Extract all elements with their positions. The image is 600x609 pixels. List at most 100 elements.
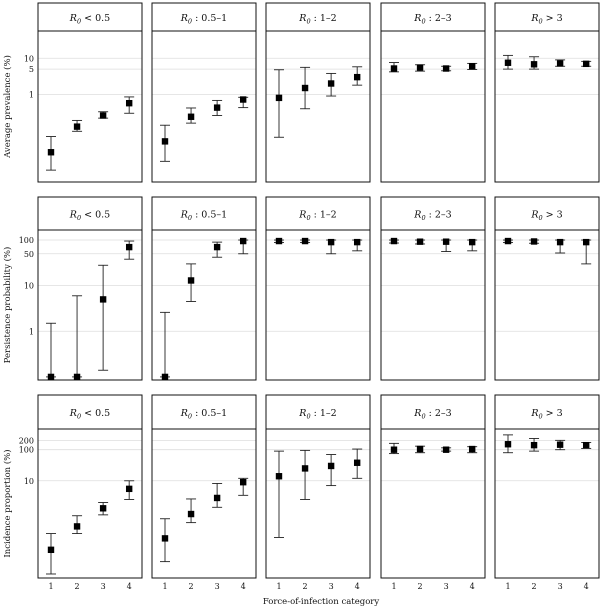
y-axis-label: Incidence proportion (%) [2,449,13,557]
panel-title: R0 : 2–3 [413,408,451,421]
panel-frame [494,2,600,183]
row-1: Average prevalence (%) 1 5 10 R0 < 0.5 R0 : 0… [2,2,600,183]
data-point [582,238,590,246]
panel-frame [151,2,257,183]
data-point [187,277,195,284]
data-point [99,112,107,119]
data-point [125,243,133,251]
data-point [327,238,335,246]
panel-r1-c2: R0 : 0.5–1 [151,2,257,183]
panel-r1-c3: R0 : 1–2 [265,2,371,183]
y-axis-label: Persistence probability (%) [2,247,13,364]
x-tick-label: 1 [276,582,281,591]
data-point [213,243,221,251]
data-point [301,84,309,92]
panel-r3-c5: R0 > 3 1 2 3 4 [494,394,600,591]
data-point [73,123,81,130]
x-tick-label: 4 [355,582,360,591]
data-point [416,445,424,453]
data-point [416,64,424,71]
data-point [504,237,512,245]
data-point [353,238,361,246]
data-point [239,237,247,245]
data-point [468,63,476,70]
data-point [47,546,55,554]
x-tick-label: 3 [329,582,334,591]
panel-grid: Average prevalence (%) 1 5 10 R0 < 0.5 R0 : 0… [2,2,600,591]
panel-frame [151,196,257,381]
x-tick-label: 1 [505,582,510,591]
panel-frame [380,394,486,579]
data-point [530,238,538,245]
panel-frame [494,394,600,579]
data-point [442,65,450,72]
data-point [161,373,169,381]
panel-r1-c5: R0 > 3 [494,2,600,183]
panel-frame [380,196,486,381]
data-point [327,80,335,87]
panel-title: R0 > 3 [530,408,562,421]
y-tick-label: 200 [19,436,34,445]
data-point [390,65,398,72]
data-point [353,73,361,81]
data-point [161,138,169,145]
panel-frame [37,196,143,381]
panel-frame [265,196,371,381]
data-point [47,373,55,381]
panel-frame [265,394,371,579]
data-point [301,237,309,245]
x-tick-label: 3 [101,582,106,591]
data-point [416,238,424,245]
y-tick-label: 10 [24,54,34,63]
data-point [275,473,283,480]
panel-r1-c1: R0 < 0.5 [37,2,143,183]
x-tick-label: 3 [558,582,563,591]
x-tick-label: 2 [189,582,194,591]
x-tick-label: 1 [162,582,167,591]
panel-title: R0 : 2–3 [413,210,451,223]
data-point [73,373,81,381]
panel-title: R0 > 3 [530,210,562,223]
data-point [556,441,564,448]
y-tick-label: 10 [24,477,34,486]
data-point [390,446,398,453]
x-tick-label: 4 [470,582,475,591]
data-point [556,60,564,67]
panel-title: R0 : 2–3 [413,13,451,26]
panel-r3-c3: R0 : 1–2 1 2 3 4 [265,394,371,591]
panel-r2-c5: R0 > 3 [494,196,600,381]
data-point [582,60,590,68]
y-tick-label: 10 [24,282,34,291]
data-point [47,149,55,156]
data-point [125,99,133,107]
data-point [213,104,221,111]
data-point [301,465,309,472]
panel-title: R0 : 1–2 [298,408,336,421]
y-tick-label: 100 [19,446,34,455]
data-point [353,459,361,466]
data-point [213,494,221,502]
y-tick-label: 5 [29,65,34,74]
data-point [504,441,512,448]
data-point [468,238,476,246]
x-tick-label: 3 [215,582,220,591]
data-point [530,441,538,449]
panel-title: R0 : 0.5–1 [180,13,227,26]
panel-r1-c4: R0 : 2–3 [380,2,486,183]
y-axis-label: Average prevalence (%) [2,55,13,159]
panel-title: R0 < 0.5 [69,408,110,421]
data-point [161,535,169,542]
data-point [275,94,283,102]
x-tick-label: 2 [303,582,308,591]
panel-r3-c1: R0 < 0.5 1 2 3 4 [37,394,143,591]
panel-frame [37,394,143,579]
data-point [582,441,590,449]
data-point [99,505,107,512]
x-tick-label: 2 [75,582,80,591]
x-axis-label: Force-of-infection category [263,597,380,607]
data-point [442,238,450,245]
row-2: Persistence probability (%) 1 10 50 100 R0 < … [2,196,600,381]
x-tick-label: 1 [391,582,396,591]
